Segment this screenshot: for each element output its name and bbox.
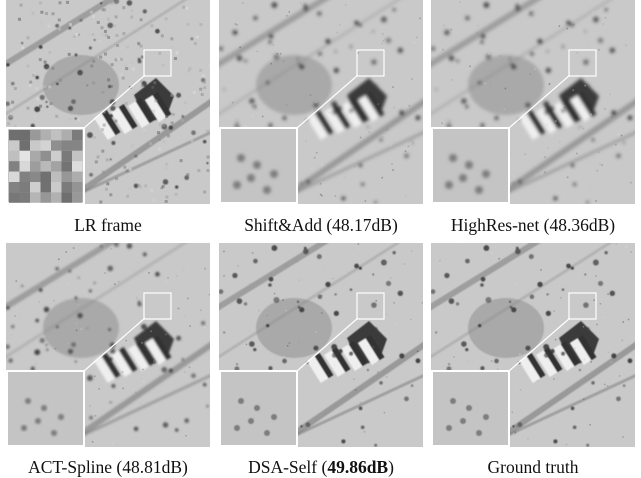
caption-lr-frame: LR frame (0, 214, 218, 236)
panel-highres-net (431, 0, 635, 204)
aerial-image (219, 243, 423, 447)
aerial-image (6, 243, 210, 447)
caption-highres-net: HighRes-net (48.36dB) (423, 214, 641, 236)
aerial-image (6, 0, 210, 204)
zoom-inset (432, 128, 509, 203)
panel-lr-frame (6, 0, 210, 204)
zoom-inset (220, 371, 297, 446)
aerial-image (431, 0, 635, 204)
caption-dsa-self: DSA-Self (49.86dB) (211, 456, 431, 478)
zoom-inset (220, 128, 297, 203)
caption-ground-truth: Ground truth (423, 456, 641, 478)
zoom-inset (432, 371, 509, 446)
panel-act-spline (6, 243, 210, 447)
panel-ground-truth (431, 243, 635, 447)
aerial-image (431, 243, 635, 447)
panel-shift-add (219, 0, 423, 204)
caption-shift-add: Shift&Add (48.17dB) (211, 214, 431, 236)
caption-act-spline: ACT-Spline (48.81dB) (0, 456, 218, 478)
aerial-image (219, 0, 423, 204)
zoom-inset (7, 128, 84, 203)
zoom-inset (7, 371, 84, 446)
panel-dsa-self (219, 243, 423, 447)
